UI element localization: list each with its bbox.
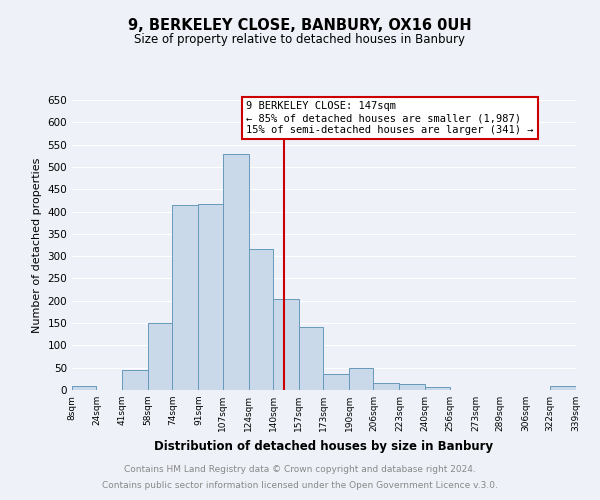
Text: 9 BERKELEY CLOSE: 147sqm
← 85% of detached houses are smaller (1,987)
15% of sem: 9 BERKELEY CLOSE: 147sqm ← 85% of detach… — [246, 102, 533, 134]
Bar — [400, 384, 425, 390]
Bar — [223, 154, 248, 390]
Bar — [273, 298, 299, 390]
Bar — [349, 368, 373, 390]
Bar — [550, 386, 576, 390]
Text: 9, BERKELEY CLOSE, BANBURY, OX16 0UH: 9, BERKELEY CLOSE, BANBURY, OX16 0UH — [128, 18, 472, 32]
Text: Contains HM Land Registry data © Crown copyright and database right 2024.: Contains HM Land Registry data © Crown c… — [124, 464, 476, 473]
Text: Size of property relative to detached houses in Banbury: Size of property relative to detached ho… — [134, 32, 466, 46]
X-axis label: Distribution of detached houses by size in Banbury: Distribution of detached houses by size … — [154, 440, 494, 452]
Bar — [199, 204, 223, 390]
Bar — [72, 386, 97, 390]
Bar — [425, 388, 449, 390]
Bar — [172, 205, 199, 390]
Y-axis label: Number of detached properties: Number of detached properties — [32, 158, 42, 332]
Bar — [122, 370, 148, 390]
Text: Contains public sector information licensed under the Open Government Licence v.: Contains public sector information licen… — [102, 480, 498, 490]
Bar — [248, 250, 273, 390]
Bar — [323, 374, 349, 390]
Bar — [148, 323, 172, 390]
Bar — [299, 326, 323, 390]
Bar — [373, 383, 400, 390]
